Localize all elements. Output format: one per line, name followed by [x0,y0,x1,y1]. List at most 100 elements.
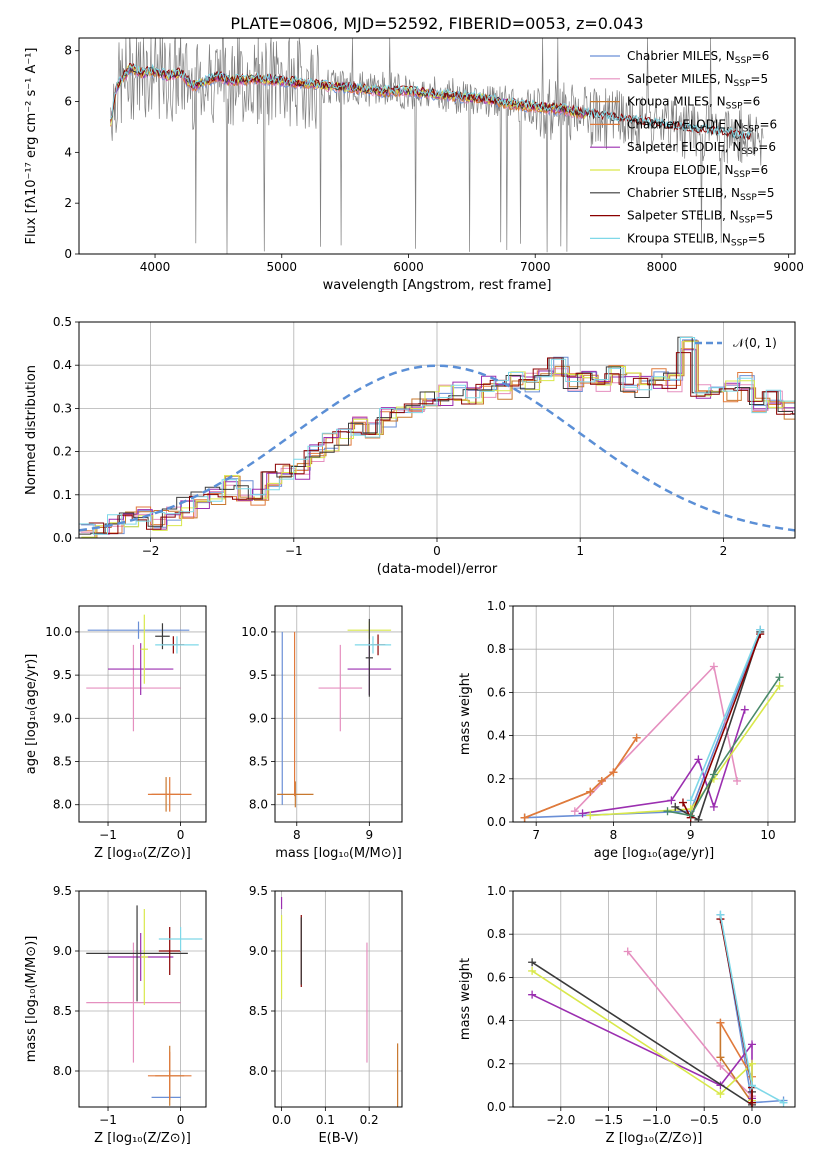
y-tick-label: 8.0 [249,798,268,812]
error-bar-point [354,636,392,654]
x-tick-label: 0.0 [272,1113,291,1127]
x-axis-label: age [log₁₀(age/yr)] [594,846,715,861]
legend-label-subscript: SSP [739,216,756,226]
legend-label-count: =6 [743,95,761,109]
mass-vs-z-panel: −1 0 8.0 8.5 9.0 9.5 Z [log₁₀(Z/Z⊙)] mass [log₁… [24,884,207,1146]
weight-marker [747,1040,756,1049]
y-tick-label: 0.3 [53,401,72,415]
legend-label-count: =5 [750,72,768,86]
x-tick-label: 9 [687,828,695,842]
y-tick-label: 8.5 [249,755,268,769]
x-tick-label: 8 [293,828,301,842]
weight-marker [694,815,703,822]
spectrum-panel: 4000 5000 6000 7000 8000 9000 0 2 4 6 8 wavelength … [24,37,804,293]
mass-vs-ebv-plot-area [280,897,399,1107]
weight-marker [775,673,784,682]
y-axis-label: mass weight [458,958,473,1040]
y-tick-label: 4 [64,145,72,159]
legend-label: Chabrier ELODIE, NSSP=6 [627,117,777,134]
weight-marker [528,990,537,999]
legend-label: Kroupa STELIB, NSSP=5 [627,231,765,248]
x-tick-label: −2.0 [546,1113,575,1127]
legend-label-subscript: SSP [735,56,752,66]
y-tick-label: 0.8 [487,927,506,941]
legend-label: 𝒩(0, 1) [733,336,777,350]
axes-frame [512,890,796,1108]
weight-marker [756,625,765,634]
y-tick-label: 9.5 [249,884,268,898]
weight-marker [775,681,784,690]
age-vs-mass-panel: 8 9 8.0 8.5 9.0 9.5 10.0 mass [log₁₀(M/M⊙)] [241,605,403,861]
x-tick-label: 0.0 [742,1113,761,1127]
weight-marker [578,809,587,818]
x-tick-label: −2 [142,544,160,558]
weight-marker [678,798,687,807]
legend-label-text: Kroupa STELIB, N [627,231,731,245]
x-tick-label: 4000 [140,260,171,274]
x-tick-label: 0 [177,828,185,842]
age-vs-z-panel: −1 0 8.0 8.5 9.0 9.5 10.0 Z [log₁₀(Z/Z⊙)] age [l… [24,605,207,861]
x-tick-label: 8 [610,828,618,842]
y-tick-label: 0.0 [53,531,72,545]
weight-marker [694,755,703,764]
error-bar-point [155,636,199,654]
weight-marker [586,811,595,820]
x-tick-label: 0 [433,544,441,558]
y-tick-label: 8.0 [53,798,72,812]
axes-frame [274,890,403,1108]
y-tick-label: 0.2 [487,1057,506,1071]
x-axis-label: Z [log₁₀(Z/Z⊙)] [606,1131,703,1146]
legend-label-subscript: SSP [731,238,748,248]
weight-marker [632,733,641,742]
residual-histogram [80,349,795,538]
x-tick-label: 0.2 [360,1113,379,1127]
weight-marker [597,776,606,785]
axes-frame [78,321,796,539]
weight-marker [570,807,579,816]
weight-marker [716,1053,725,1062]
weight-marker [667,796,676,805]
axes-frame [78,605,207,823]
legend-label-text: Salpeter ELODIE, N [627,140,741,154]
weight-marker [609,768,618,777]
y-tick-label: 8.0 [249,1064,268,1078]
model-spectrum-line [110,63,752,140]
x-tick-label: 2 [720,544,728,558]
weight-marker [528,958,537,967]
y-tick-label: 8.5 [53,1004,72,1018]
weight-vs-z-panel: −2.0 −1.5 −1.0 −0.5 0.0 0.0 0.2 0.4 0.6 0.8 1.0 Z [… [458,884,796,1146]
weight-marker [671,802,680,811]
y-tick-label: 0.4 [487,1014,506,1028]
error-bar-point [147,777,192,812]
y-tick-label: 0.8 [487,642,506,656]
weight-marker [747,1059,756,1068]
x-tick-label: 10 [760,828,775,842]
legend-label: Chabrier MILES, NSSP=6 [627,49,769,66]
age-vs-mass-plot-area [277,618,392,808]
x-tick-label: −1.5 [594,1113,623,1127]
x-tick-label: 0.1 [316,1113,335,1127]
weight-line [689,629,761,801]
weight-marker [716,1090,725,1099]
y-axis-label: age [log₁₀(age/yr)] [24,654,39,775]
error-bar-point [86,905,188,1002]
legend-label-text: Chabrier STELIB, N [627,186,740,200]
error-bar-point [318,644,363,732]
x-tick-label: −1 [285,544,303,558]
x-tick-label: −1 [99,828,117,842]
y-tick-label: 0.6 [487,685,506,699]
x-tick-label: 8000 [647,260,678,274]
y-tick-label: 9.0 [53,711,72,725]
x-axis-label: Z [log₁₀(Z/Z⊙)] [94,1131,191,1146]
x-tick-label: 0 [177,1113,185,1127]
mass-vs-ebv-panel: 0.0 0.1 0.2 8.0 8.5 9.0 9.5 E(B-V) [249,884,403,1146]
x-axis-label: Z [log₁₀(Z/Z⊙)] [94,846,191,861]
weight-marker [586,787,595,796]
weight-marker [716,1018,725,1027]
y-tick-label: 0.2 [53,445,72,459]
legend-label: Salpeter MILES, NSSP=5 [627,72,768,89]
legend-label-count: =6 [752,49,770,63]
error-bar-point [86,644,181,732]
weight-marker [733,776,742,785]
legend-label: Chabrier STELIB, NSSP=5 [627,186,775,203]
